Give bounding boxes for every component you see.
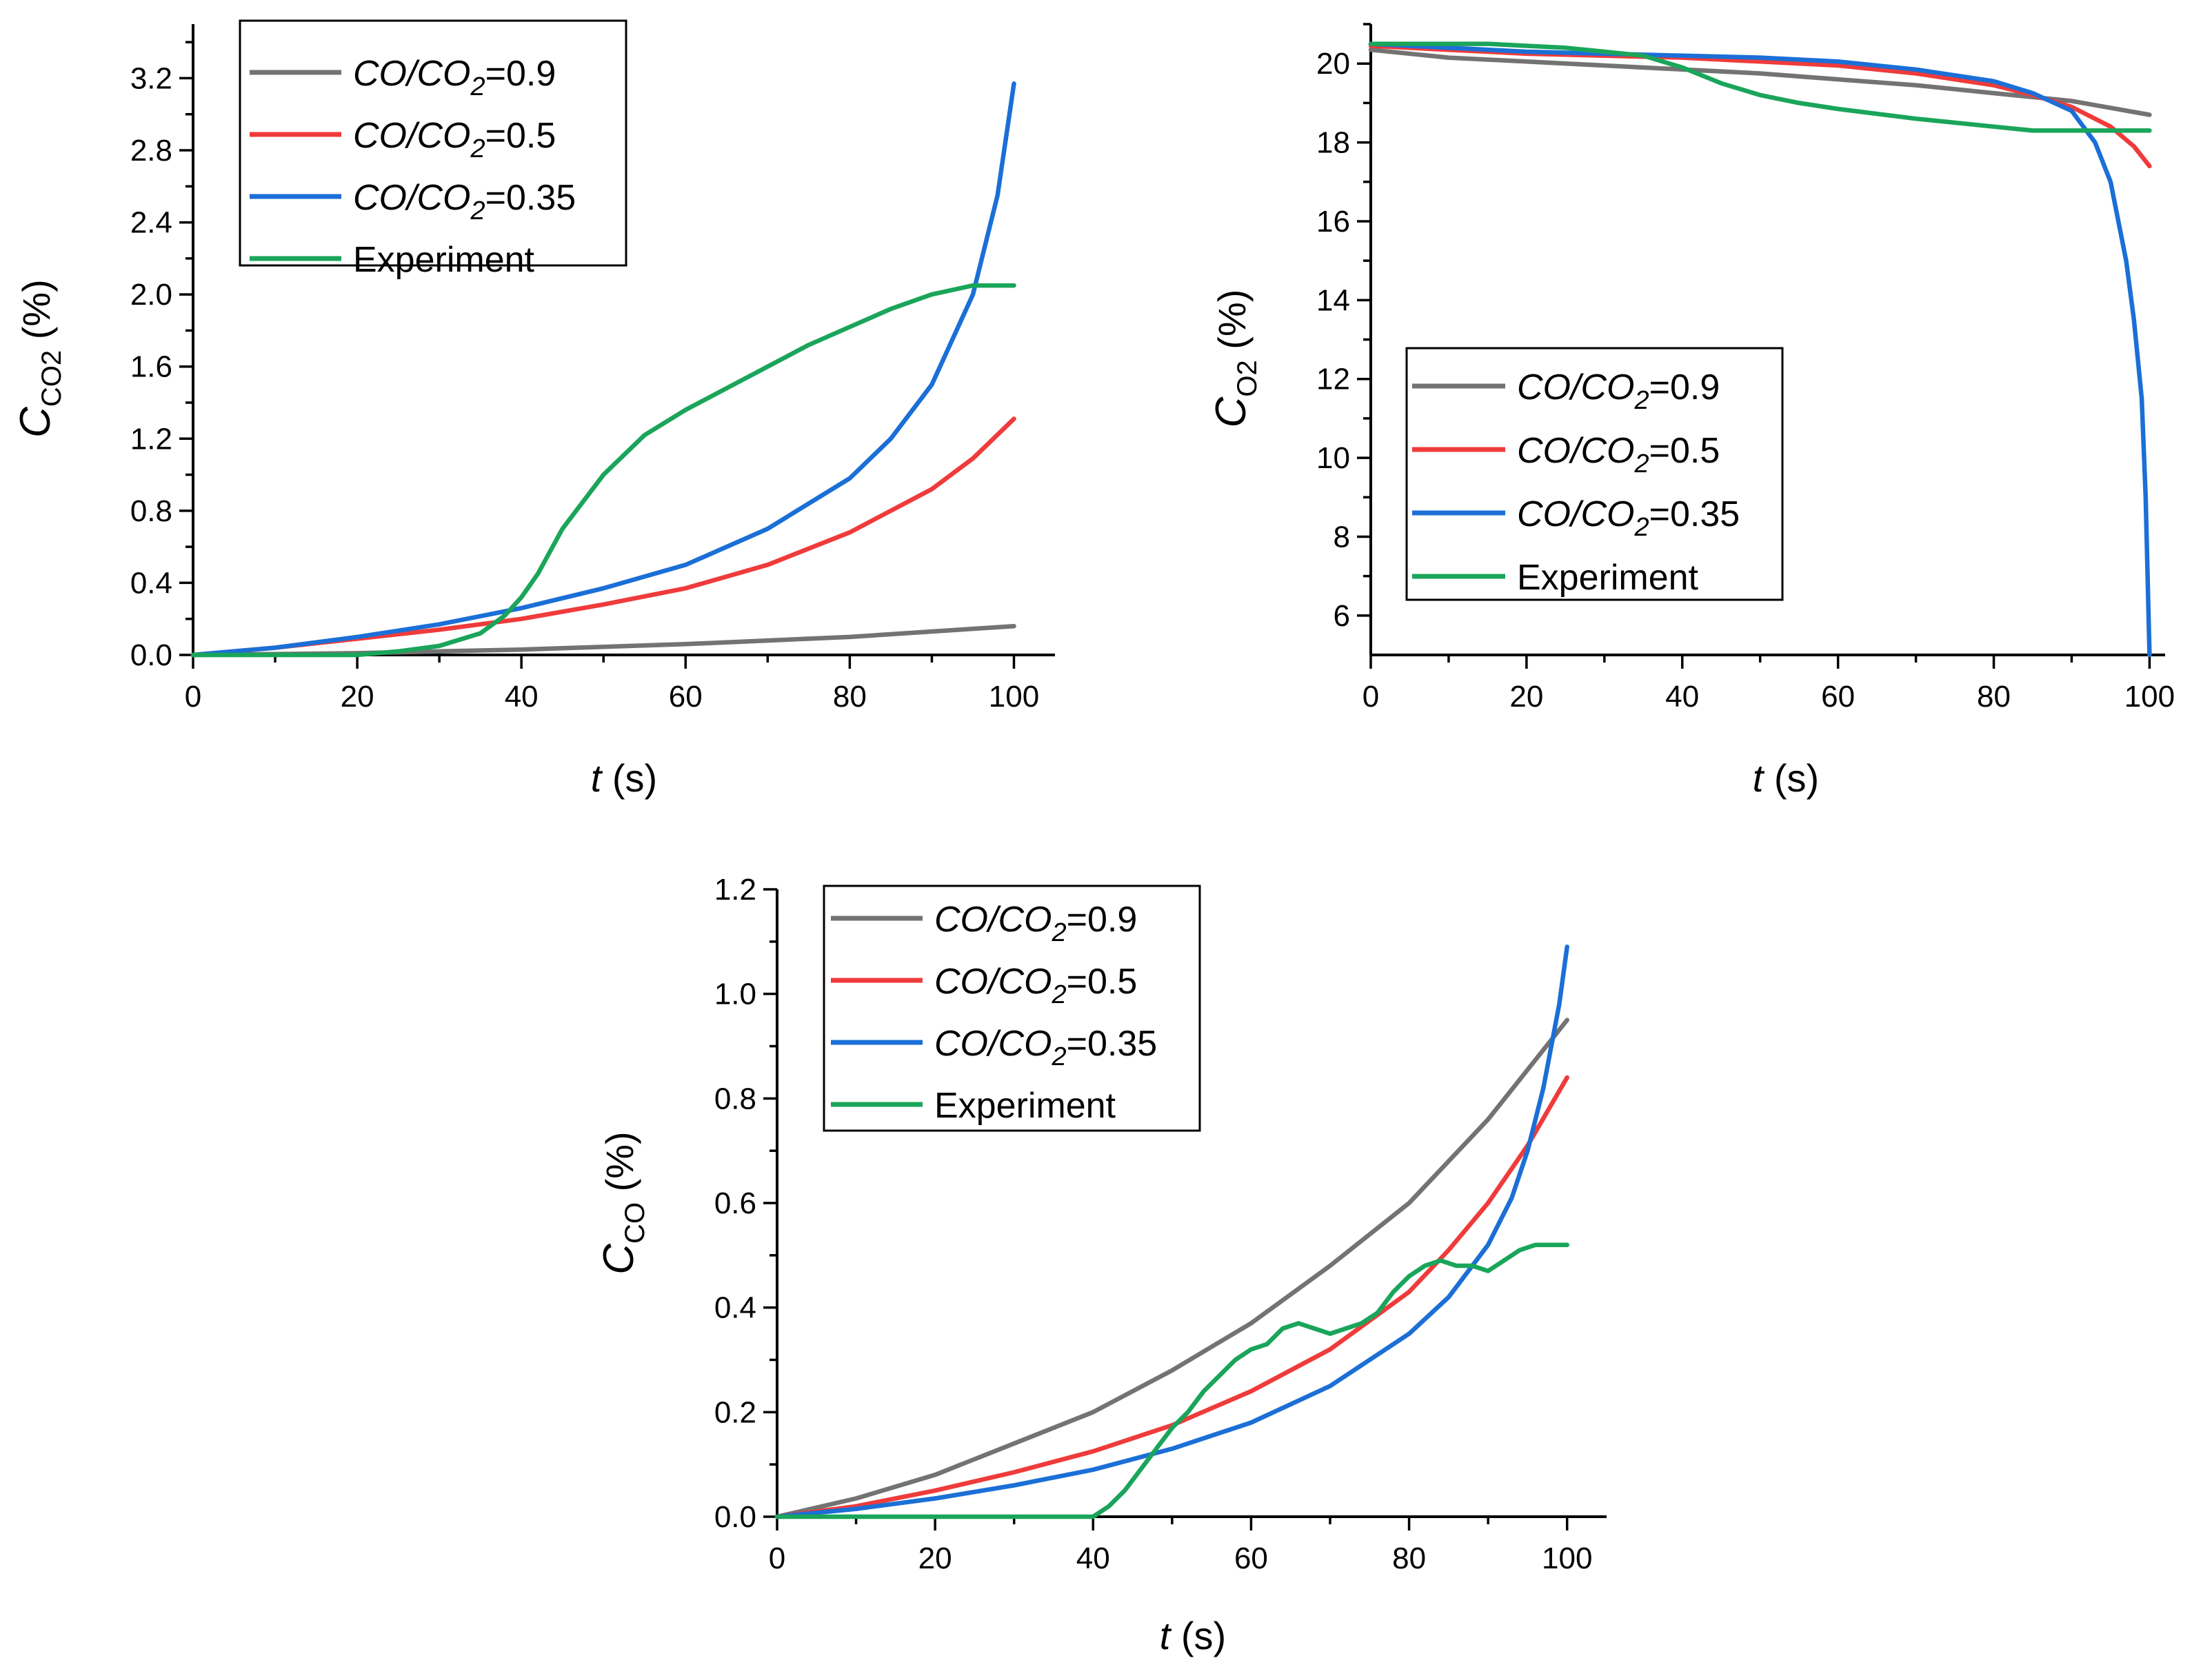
co-x-tick-label: 80 [1392,1542,1426,1575]
co2-y-axis-title: CCO2 (%) [12,279,67,438]
co-y-axis-title: CCO (%) [595,1131,650,1274]
co2-y-tick-label: 1.2 [130,422,172,456]
co2-y-tick-label: 3.2 [130,61,172,95]
o2-legend-label: CO/CO2=0.5 [1517,431,1720,478]
co2-y-tick-label: 0.4 [130,566,172,600]
co2-y-tick-label: 2.8 [130,134,172,168]
o2-x-tick-label: 60 [1821,680,1855,714]
co2-legend [239,19,627,267]
co-legend-label: CO/CO2=0.9 [934,900,1137,947]
co2-x-axis-title: t (s) [591,756,657,800]
co2-y-tick-label: 0.8 [130,494,172,528]
o2-y-tick-label: 10 [1316,441,1350,475]
co-x-tick-label: 100 [1542,1542,1592,1575]
co2-y-tick-label: 2.0 [130,278,172,312]
o2-series-co-co2-0.5 [1368,43,2152,169]
co-legend [823,885,1201,1132]
o2-y-tick-label: 12 [1316,363,1350,396]
co-y-tick-label: 1.2 [714,873,756,907]
co2-legend-label: CO/CO2=0.5 [353,116,556,163]
o2-x-tick-label: 40 [1665,680,1699,714]
co2-x-tick-label: 60 [669,680,703,714]
co2-series-co-co2-0.35 [190,81,1016,658]
o2-x-tick-label: 20 [1509,680,1543,714]
co-y-tick-label: 0.2 [714,1395,756,1429]
co-x-axis-title: t (s) [1160,1614,1226,1657]
o2-y-axis-title: CO2 (%) [1207,290,1263,428]
o2-x-axis-title: t (s) [1753,756,1819,800]
co-x-tick-label: 40 [1076,1542,1110,1575]
co2-x-tick-label: 0 [185,680,201,714]
co-y-tick-label: 0.4 [714,1291,756,1325]
o2-y-tick-label: 16 [1316,205,1350,239]
co2-series-co-co2-0.5 [190,416,1016,658]
o2-series-experiment [1368,41,2152,133]
co2-x-tick-label: 80 [833,680,867,714]
co-series-experiment [774,1242,1569,1519]
co-series-co-co2-0.9 [774,1018,1569,1519]
o2-x-tick-label: 100 [2124,680,2175,714]
o2-legend-label: CO/CO2=0.9 [1517,367,1720,415]
co2-y-tick-label: 0.0 [130,638,172,672]
o2-legend-label: Experiment [1517,558,1699,598]
co-legend-label: CO/CO2=0.5 [934,962,1137,1009]
co-series-co-co2-0.5 [774,1075,1569,1519]
co2-series-experiment [190,283,1016,658]
co2-x-tick-label: 20 [341,680,374,714]
co-y-tick-label: 0.8 [714,1082,756,1115]
o2-legend-label: CO/CO2=0.35 [1517,494,1740,542]
co2-x-tick-label: 40 [505,680,539,714]
o2-legend [1405,347,1784,601]
co-x-tick-label: 20 [918,1542,952,1575]
co-y-tick-label: 0.6 [714,1186,756,1220]
o2-x-tick-label: 0 [1363,680,1379,714]
co-legend-label: Experiment [934,1086,1116,1126]
co2-y-tick-label: 1.6 [130,350,172,384]
co-x-tick-label: 0 [769,1542,785,1575]
o2-series-co-co2-0.9 [1368,47,2152,117]
o2-y-tick-label: 6 [1334,599,1350,633]
co2-y-tick-label: 2.4 [130,206,172,240]
chart-co-panel: 0 20 40 60 80 100 0.0 0.2 0.4 0.6 0.8 1.0 1.2 CO/CO2=… [595,873,1607,1657]
chart-co2-panel: 0 20 40 60 80 100 0.0 0.4 0.8 1.2 1.6 2.0 2.4 2.8 3.2 C… [12,19,1055,800]
o2-series-co-co2-0.35 [1368,41,2152,658]
o2-y-tick-label: 14 [1316,283,1350,317]
co2-legend-label: Experiment [353,240,535,280]
o2-y-tick-label: 20 [1316,47,1350,81]
co2-x-tick-label: 100 [989,680,1039,714]
chart-o2-panel: 0 20 40 60 80 100 6 8 10 12 14 16 18 20 CO/CO2=0.9 CO/C… [1207,23,2175,800]
co2-legend-label: CO/CO2=0.35 [353,178,576,225]
co-series-co-co2-0.35 [774,944,1569,1519]
co-x-tick-label: 60 [1234,1542,1268,1575]
o2-x-tick-label: 80 [1977,680,2011,714]
co-legend-label: CO/CO2=0.35 [934,1024,1157,1071]
co2-legend-label: CO/CO2=0.9 [353,54,556,101]
o2-y-tick-label: 18 [1316,126,1350,160]
o2-y-tick-label: 8 [1334,520,1350,554]
co-y-tick-label: 1.0 [714,978,756,1011]
co-y-tick-label: 0.0 [714,1500,756,1534]
